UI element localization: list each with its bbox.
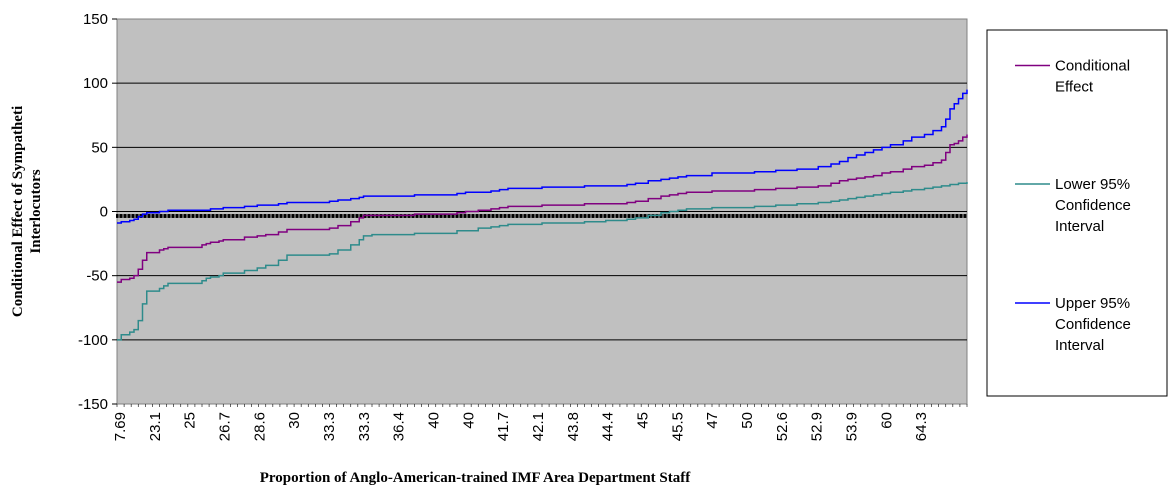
y-axis-title-line: Interlocutors	[28, 169, 44, 253]
series-line-0	[117, 134, 968, 283]
series-layer	[117, 89, 968, 341]
series-line-1	[117, 181, 968, 341]
x-tick-label: 47	[704, 412, 721, 429]
x-tick-label: 43.8	[565, 412, 582, 441]
x-tick-label: 60	[878, 412, 895, 429]
x-tick-label: 45	[635, 412, 652, 429]
x-tick-label: 45.5	[669, 412, 686, 441]
x-tick-label: 40	[460, 412, 477, 429]
legend-label: Confidence	[1055, 197, 1131, 214]
legend-box	[986, 29, 1168, 397]
y-tick-label: -100	[78, 332, 108, 349]
y-tick-label: 150	[83, 11, 108, 28]
y-axis-title: Conditional Effect of Sympatheti Interloc…	[10, 106, 44, 317]
x-tick-label: 26.7	[217, 412, 234, 441]
legend-label: Confidence	[1055, 316, 1131, 333]
legend-label: Interval	[1055, 218, 1104, 235]
x-tick-label: 52.9	[809, 412, 826, 441]
y-tick-label: 100	[83, 75, 108, 92]
y-tick-label: -150	[78, 396, 108, 413]
legend-label: Lower 95%	[1055, 176, 1130, 193]
plot-area	[116, 18, 968, 405]
legend: Conditional Effect Lower 95% Confidence Inte…	[986, 29, 1168, 397]
legend-label: Conditional	[1055, 58, 1130, 75]
legend-label: Effect	[1055, 79, 1094, 96]
x-tick-label: 50	[739, 412, 756, 429]
x-tick-label: 33.3	[321, 412, 338, 441]
x-tick-label: 53.9	[844, 412, 861, 441]
x-tick-label: 44.4	[600, 412, 617, 441]
x-tick-label: 36.4	[391, 412, 408, 441]
y-tick-label: 50	[91, 139, 108, 156]
x-axis-ticks: 7.69 23.1 25 26.7 28.6 30 33.3 33.3 36.4 40 40 41.7…	[112, 404, 968, 441]
x-tick-label: 23.1	[147, 412, 164, 441]
y-tick-label: -50	[86, 268, 108, 285]
x-tick-label: 7.69	[112, 412, 129, 441]
x-tick-label: 40	[426, 412, 443, 429]
series-line-2	[117, 89, 968, 224]
x-tick-label: 28.6	[251, 412, 268, 441]
legend-label: Upper 95%	[1055, 295, 1130, 312]
x-tick-label: 52.6	[774, 412, 791, 441]
x-tick-label: 25	[182, 412, 199, 429]
x-tick-label: 64.3	[913, 412, 930, 441]
y-axis-title-line: Conditional Effect of Sympatheti	[10, 106, 26, 317]
x-axis-title: Proportion of Anglo-American-trained IMF…	[260, 470, 691, 486]
x-tick-label: 33.3	[356, 412, 373, 441]
y-tick-label: 0	[100, 204, 108, 221]
x-tick-label: 30	[286, 412, 303, 429]
legend-label: Interval	[1055, 337, 1104, 354]
x-tick-label: 41.7	[495, 412, 512, 441]
x-tick-label: 42.1	[530, 412, 547, 441]
y-axis-ticks: -150 -100 -50 0 50 100 150	[78, 11, 117, 413]
